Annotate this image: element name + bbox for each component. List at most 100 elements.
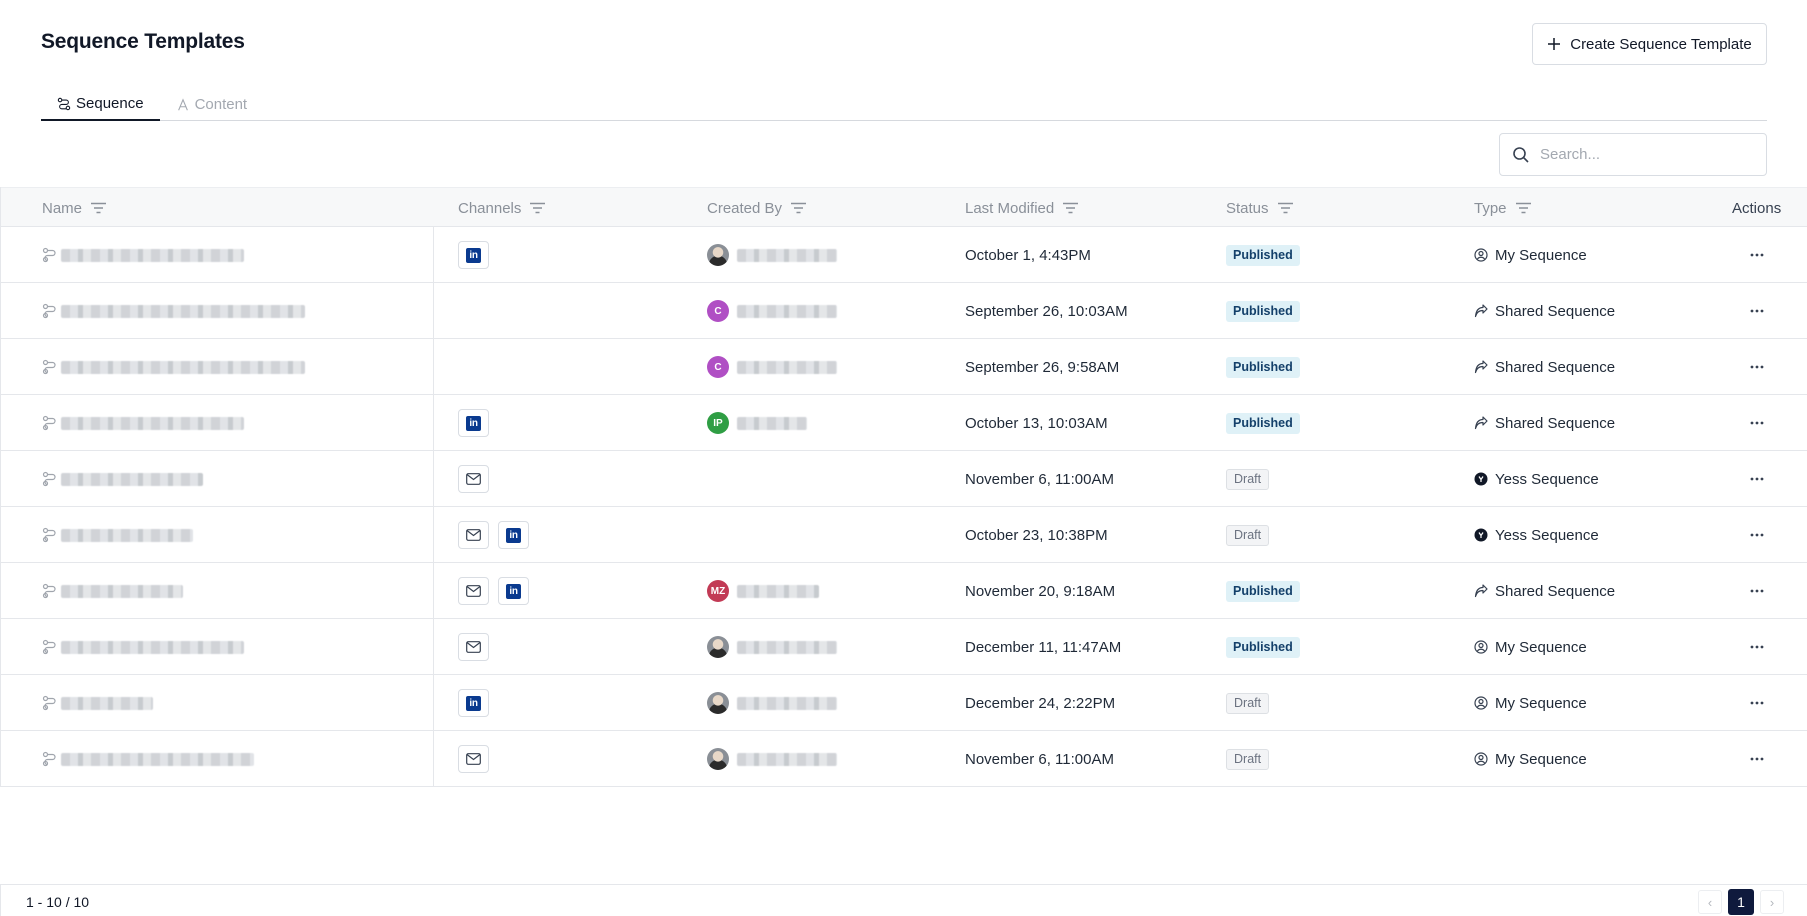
name-cell[interactable] — [42, 619, 244, 675]
status-cell: Draft — [1226, 507, 1270, 563]
search-input[interactable] — [1540, 146, 1740, 163]
sequence-icon — [42, 471, 56, 487]
sequence-icon — [42, 247, 56, 263]
actions-cell[interactable] — [1747, 451, 1767, 507]
name-cell[interactable] — [42, 563, 183, 619]
actions-cell[interactable] — [1747, 675, 1767, 731]
name-cell[interactable] — [42, 339, 305, 395]
table-row[interactable]: in IP October 13, 10:03AM Published Shared S… — [1, 395, 1807, 451]
name-cell[interactable] — [42, 451, 203, 507]
channels-cell — [458, 451, 498, 507]
actions-cell[interactable] — [1747, 227, 1767, 283]
column-header-status[interactable]: Status — [1226, 188, 1293, 228]
table-row[interactable]: in December 24, 2:22PM Draft My Sequence — [1, 675, 1807, 731]
actions-cell[interactable] — [1747, 283, 1767, 339]
column-header-last-modified[interactable]: Last Modified — [965, 188, 1079, 228]
status-cell: Draft — [1226, 731, 1270, 787]
table-row[interactable]: in MZ November 20, 9:18AM Published Shared S… — [1, 563, 1807, 619]
type-cell: My Sequence — [1474, 227, 1587, 283]
email-icon — [466, 753, 481, 765]
table-row[interactable]: in October 23, 10:38PM Draft Yess Sequence — [1, 507, 1807, 563]
table-row[interactable]: in October 1, 4:43PM Published My Sequence — [1, 227, 1807, 283]
more-actions-icon[interactable] — [1747, 469, 1767, 489]
status-badge: Published — [1226, 244, 1300, 266]
more-actions-icon[interactable] — [1747, 245, 1767, 265]
channels-cell: in — [458, 563, 538, 619]
more-actions-icon[interactable] — [1747, 413, 1767, 433]
column-header-actions[interactable]: Actions — [1732, 188, 1781, 228]
redacted-name — [61, 472, 203, 486]
filter-icon[interactable] — [1515, 202, 1531, 214]
row-count: 1 - 10 / 10 — [26, 894, 90, 910]
more-actions-icon[interactable] — [1747, 357, 1767, 377]
column-header-channels[interactable]: Channels — [458, 188, 546, 228]
actions-cell[interactable] — [1747, 619, 1767, 675]
last-modified-cell: November 6, 11:00AM — [965, 470, 1114, 488]
last-modified-cell: November 20, 9:18AM — [965, 582, 1116, 600]
yess-logo-icon — [1474, 472, 1488, 486]
type-label: Shared Sequence — [1495, 582, 1616, 600]
more-actions-icon[interactable] — [1747, 581, 1767, 601]
column-header-created-by[interactable]: Created By — [707, 188, 807, 228]
status-cell: Published — [1226, 227, 1300, 283]
actions-cell[interactable] — [1747, 731, 1767, 787]
status-badge: Published — [1226, 356, 1300, 378]
type-cell: Shared Sequence — [1474, 395, 1615, 451]
next-page-button[interactable]: › — [1760, 890, 1784, 914]
sequence-icon — [42, 695, 56, 711]
tab-content-label: Content — [194, 96, 248, 113]
last-modified-cell: December 11, 11:47AM — [965, 638, 1122, 656]
redacted-name — [61, 696, 153, 710]
name-cell[interactable] — [42, 731, 254, 787]
name-cell[interactable] — [42, 507, 193, 563]
more-actions-icon[interactable] — [1747, 637, 1767, 657]
filter-icon[interactable] — [791, 202, 807, 214]
actions-cell[interactable] — [1747, 395, 1767, 451]
name-cell[interactable] — [42, 283, 305, 339]
more-actions-icon[interactable] — [1747, 693, 1767, 713]
linkedin-channel: in — [498, 521, 529, 549]
table-row[interactable]: C September 26, 9:58AM Published Shared Seq… — [1, 339, 1807, 395]
redacted-name — [61, 640, 244, 654]
table-row[interactable]: December 11, 11:47AM Published My Sequence — [1, 619, 1807, 675]
filter-icon[interactable] — [1063, 202, 1079, 214]
filter-icon[interactable] — [91, 202, 107, 214]
tab-content[interactable]: Content — [160, 88, 264, 121]
table-row[interactable]: November 6, 11:00AM Draft My Sequence — [1, 731, 1807, 787]
filter-icon[interactable] — [1277, 202, 1293, 214]
table-row[interactable]: November 6, 11:00AM Draft Yess Sequence — [1, 451, 1807, 507]
table-footer: 1 - 10 / 10 ‹ 1 › — [0, 884, 1807, 916]
more-actions-icon[interactable] — [1747, 525, 1767, 545]
column-header-name[interactable]: Name — [42, 188, 107, 228]
create-sequence-template-button[interactable]: Create Sequence Template — [1532, 23, 1767, 65]
email-channel — [458, 633, 489, 661]
column-divider — [433, 227, 434, 283]
name-cell[interactable] — [42, 395, 244, 451]
prev-page-button[interactable]: ‹ — [1698, 890, 1722, 914]
type-label: Shared Sequence — [1495, 358, 1616, 376]
more-actions-icon[interactable] — [1747, 301, 1767, 321]
column-divider — [433, 731, 434, 787]
column-header-type[interactable]: Type — [1474, 188, 1531, 228]
type-cell: Shared Sequence — [1474, 283, 1615, 339]
type-cell: My Sequence — [1474, 675, 1587, 731]
type-cell: My Sequence — [1474, 619, 1587, 675]
status-badge: Published — [1226, 636, 1300, 658]
actions-cell[interactable] — [1747, 563, 1767, 619]
linkedin-channel: in — [458, 241, 489, 269]
actions-cell[interactable] — [1747, 339, 1767, 395]
name-cell[interactable] — [42, 675, 153, 731]
filter-icon[interactable] — [530, 202, 546, 214]
page-number-button[interactable]: 1 — [1728, 889, 1754, 915]
user-circle-icon — [1474, 696, 1488, 710]
column-header-label: Actions — [1732, 199, 1782, 217]
actions-cell[interactable] — [1747, 507, 1767, 563]
share-arrow-icon — [1474, 304, 1488, 318]
linkedin-icon: in — [466, 247, 481, 263]
table-row[interactable]: C September 26, 10:03AM Published Shared Se… — [1, 283, 1807, 339]
more-actions-icon[interactable] — [1747, 749, 1767, 769]
tab-sequence[interactable]: Sequence — [41, 88, 160, 121]
name-cell[interactable] — [42, 227, 244, 283]
search-box[interactable] — [1499, 133, 1767, 176]
email-channel — [458, 745, 489, 773]
